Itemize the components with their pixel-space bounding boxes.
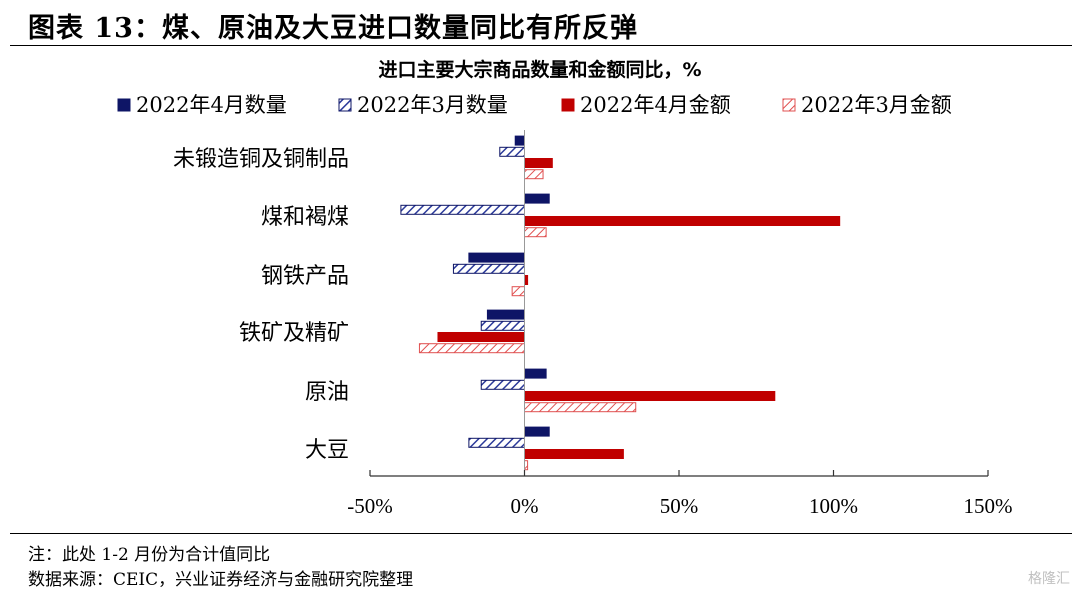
category-label: 未锻造铜及铜制品 (173, 147, 349, 172)
x-tick-label: 150% (964, 494, 1013, 518)
chart-title: 进口主要大宗商品数量和金额同比，% (378, 58, 701, 81)
bar (524, 449, 624, 459)
legend-swatch (117, 98, 131, 112)
bar (524, 402, 637, 413)
x-tick-label: -50% (347, 494, 393, 518)
bar (480, 320, 525, 331)
figure-title: 图表 13：煤、原油及大豆进口数量同比有所反弹 (28, 13, 638, 44)
legend-label: 2022年4月数量 (136, 93, 287, 117)
x-tick-label: 0% (511, 494, 539, 518)
x-tick-label: 50% (660, 494, 699, 518)
category-label: 铁矿及精矿 (239, 321, 349, 346)
bar (524, 426, 550, 437)
bar (437, 332, 526, 342)
bar (524, 391, 776, 401)
category-label: 原油 (305, 380, 349, 405)
bar (511, 286, 526, 297)
category-label: 大豆 (305, 438, 349, 463)
legend-label: 2022年3月数量 (357, 93, 508, 117)
bar (400, 204, 525, 215)
bars (400, 135, 841, 471)
x-tick-label: 100% (809, 494, 858, 518)
legend-label: 2022年3月金额 (801, 93, 952, 117)
bar (524, 227, 547, 238)
bar (514, 135, 525, 146)
bar (452, 263, 525, 274)
bar (499, 146, 525, 157)
legend: 2022年4月数量 2022年3月数量 2022年4月金额 2022年3月金额 (117, 93, 952, 117)
bar (524, 368, 547, 379)
title-divider (10, 45, 1072, 46)
legend-label: 2022年4月金额 (580, 93, 731, 117)
bar (468, 437, 526, 448)
source-note: 数据来源：CEIC，兴业证券经济与金融研究院整理 (28, 570, 414, 590)
bar (524, 158, 553, 168)
x-axis: -50% 0% 50% 100% 150% (347, 130, 1013, 518)
bar (524, 193, 550, 204)
legend-swatch (782, 98, 796, 112)
bar (418, 343, 525, 354)
legend-swatch (561, 98, 575, 112)
footnote: 注：此处 1-2 月份为合计值同比 (28, 545, 271, 565)
bar (486, 309, 526, 320)
category-label: 钢铁产品 (261, 264, 349, 289)
bar (524, 216, 841, 226)
category-label: 煤和褐煤 (261, 205, 349, 230)
watermark-logo: 格隆汇 (1028, 571, 1070, 587)
bar-chart: 进口主要大宗商品数量和金额同比，% 2022年4月数量 2022年3月数量 2022… (117, 58, 1013, 518)
bar (480, 379, 525, 390)
footer-divider (10, 533, 1072, 534)
bar (524, 169, 544, 180)
bar (468, 252, 526, 263)
legend-swatch (338, 98, 352, 112)
